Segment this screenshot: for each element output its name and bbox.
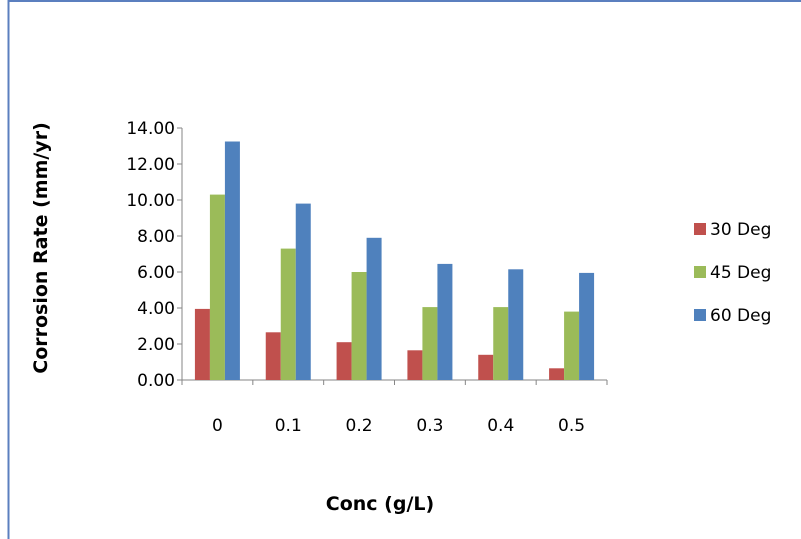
bar xyxy=(422,307,438,380)
bar xyxy=(224,141,240,380)
x-tick-label: 0.3 xyxy=(416,416,443,436)
legend-label: 45 Deg xyxy=(710,263,771,283)
x-tick-label: 0.4 xyxy=(487,416,514,436)
bar xyxy=(478,354,494,380)
legend-swatch xyxy=(694,309,706,321)
x-tick-label: 0.2 xyxy=(346,416,373,436)
bar xyxy=(265,332,281,380)
x-tick-label: 0.5 xyxy=(558,416,585,436)
y-tick-label: 4.00 xyxy=(137,299,175,319)
legend-swatch xyxy=(694,266,706,278)
bar xyxy=(194,308,210,380)
bar xyxy=(336,342,352,380)
bar xyxy=(280,248,296,380)
x-tick-label: 0 xyxy=(212,416,223,436)
legend-swatch xyxy=(694,223,706,235)
bar xyxy=(549,368,565,380)
bar xyxy=(493,307,509,380)
y-tick-label: 8.00 xyxy=(137,227,175,247)
legend-label: 30 Deg xyxy=(710,220,771,240)
bar xyxy=(579,272,595,380)
legend-label: 60 Deg xyxy=(710,306,771,326)
y-tick-label: 12.00 xyxy=(126,155,175,175)
bar xyxy=(564,311,580,380)
bar xyxy=(351,272,367,380)
y-axis-title: Corrosion Rate (mm/yr) xyxy=(30,122,52,374)
y-tick-label: 6.00 xyxy=(137,263,175,283)
bar xyxy=(508,269,524,380)
y-tick-label: 14.00 xyxy=(126,119,175,139)
bar xyxy=(366,237,382,380)
y-tick-label: 2.00 xyxy=(137,335,175,355)
bar xyxy=(407,350,423,380)
y-tick-label: 10.00 xyxy=(126,191,175,211)
x-axis-title: Conc (g/L) xyxy=(326,493,434,515)
legend: 30 Deg 45 Deg 60 Deg xyxy=(694,220,771,326)
y-tick-label: 0.00 xyxy=(137,371,175,391)
plot-area: 0.00 2.00 4.00 6.00 8.00 10.00 12.00 14.00 0 0.1 0… xyxy=(126,119,608,436)
bar xyxy=(437,263,453,380)
bar xyxy=(295,203,311,380)
bar xyxy=(209,194,225,380)
x-tick-label: 0.1 xyxy=(275,416,302,436)
